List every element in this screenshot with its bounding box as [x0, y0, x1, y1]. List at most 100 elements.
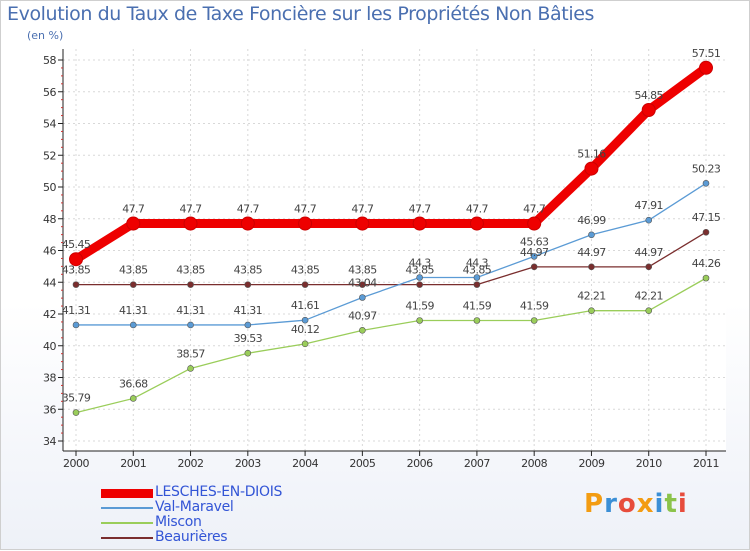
data-point	[645, 263, 653, 271]
data-point	[641, 103, 656, 118]
data-label: 44.97	[577, 246, 606, 259]
data-point	[412, 216, 427, 231]
data-label: 47.7	[237, 203, 260, 216]
data-label: 44.3	[409, 256, 432, 269]
data-point	[126, 216, 141, 231]
data-label: 47.7	[351, 203, 374, 216]
data-point	[187, 365, 194, 372]
series-line-val-maravel	[75, 182, 707, 326]
data-point	[244, 349, 252, 357]
data-label: 47.7	[523, 203, 546, 216]
data-point	[702, 274, 710, 282]
y-tick-label: 52	[43, 149, 56, 162]
data-label: 43.85	[62, 264, 91, 277]
data-point	[129, 321, 137, 329]
data-point	[702, 228, 710, 236]
x-tick-label: 2006	[407, 457, 433, 470]
y-axis-unit-label: (en %)	[27, 29, 64, 42]
x-tick-label: 2004	[292, 457, 318, 470]
legend-label: Beaurières	[155, 529, 228, 545]
data-label: 41.61	[291, 299, 320, 312]
data-label: 47.7	[294, 203, 317, 216]
y-tick-label: 48	[43, 213, 56, 226]
data-point	[129, 395, 137, 402]
data-label: 43.85	[119, 264, 148, 277]
data-point	[473, 317, 481, 324]
y-tick-label: 40	[43, 340, 56, 353]
data-label: 41.59	[463, 300, 492, 313]
data-label: 47.7	[466, 203, 489, 216]
logo-letter: x	[636, 489, 655, 519]
y-tick-label: 46	[43, 245, 56, 258]
data-point	[187, 321, 194, 329]
data-label: 57.51	[692, 47, 721, 60]
data-label: 47.7	[409, 203, 432, 216]
data-point	[301, 340, 309, 348]
x-tick-label: 2002	[178, 457, 204, 470]
data-point	[645, 216, 653, 224]
data-label: 41.59	[405, 300, 434, 313]
data-label: 44.97	[520, 246, 549, 259]
data-label: 41.59	[520, 300, 549, 313]
data-label: 43.85	[463, 264, 492, 277]
data-point	[359, 294, 366, 301]
data-point	[301, 316, 309, 324]
data-label: 40.97	[348, 309, 377, 322]
data-label: 44.3	[466, 256, 489, 269]
data-point	[72, 409, 80, 416]
data-label: 47.91	[634, 199, 663, 212]
y-tick-label: 38	[43, 372, 56, 385]
data-label: 42.21	[577, 290, 606, 303]
data-point	[416, 281, 423, 288]
data-label: 45.63	[520, 235, 549, 248]
x-tick-label: 2009	[578, 457, 604, 470]
data-point	[469, 216, 484, 231]
legend-item-miscon: Miscon	[101, 514, 351, 531]
data-label: 41.31	[119, 304, 148, 317]
data-label: 35.79	[62, 392, 91, 405]
series-line-miscon	[75, 277, 707, 414]
data-point	[298, 216, 313, 231]
legend-label: Val-Maravel	[155, 499, 234, 515]
x-tick-label: 2005	[349, 457, 375, 470]
y-tick-label: 34	[43, 435, 56, 448]
y-tick-label: 54	[43, 118, 56, 131]
x-tick-label: 2001	[120, 457, 146, 470]
data-point	[702, 180, 710, 187]
data-label: 41.31	[176, 304, 205, 317]
logo-letter: i	[677, 489, 688, 519]
data-point	[244, 281, 252, 288]
x-tick-label: 2003	[235, 457, 261, 470]
data-point	[244, 321, 252, 329]
data-label: 43.85	[234, 264, 263, 277]
y-tick-label: 56	[43, 86, 56, 99]
x-tick-label: 2010	[636, 457, 662, 470]
logo-letter: t	[664, 489, 678, 519]
y-tick-label: 42	[43, 308, 56, 321]
data-point	[588, 307, 595, 314]
data-point	[527, 216, 542, 231]
data-label: 39.53	[234, 332, 263, 345]
proxiti-logo: Proxiti	[584, 489, 688, 519]
data-label: 47.7	[122, 203, 145, 216]
legend: LESCHES-EN-DIOIS Val-Maravel Miscon Beau…	[101, 484, 351, 546]
data-label: 44.97	[634, 246, 663, 259]
legend-item-val-maravel: Val-Maravel	[101, 499, 351, 516]
data-point	[187, 281, 194, 288]
data-point	[416, 274, 423, 281]
data-point	[129, 281, 137, 288]
data-point	[355, 216, 370, 231]
data-label: 54.85	[634, 89, 663, 102]
data-label: 47.15	[692, 211, 721, 224]
data-label: 43.85	[405, 264, 434, 277]
data-label: 40.12	[291, 323, 320, 336]
legend-item-lesches: LESCHES-EN-DIOIS	[101, 484, 351, 501]
data-label: 43.85	[176, 264, 205, 277]
data-label: 41.31	[62, 304, 91, 317]
data-label: 45.45	[62, 238, 91, 251]
data-point	[530, 253, 538, 260]
data-label: 36.68	[119, 377, 148, 390]
data-point	[473, 274, 481, 281]
